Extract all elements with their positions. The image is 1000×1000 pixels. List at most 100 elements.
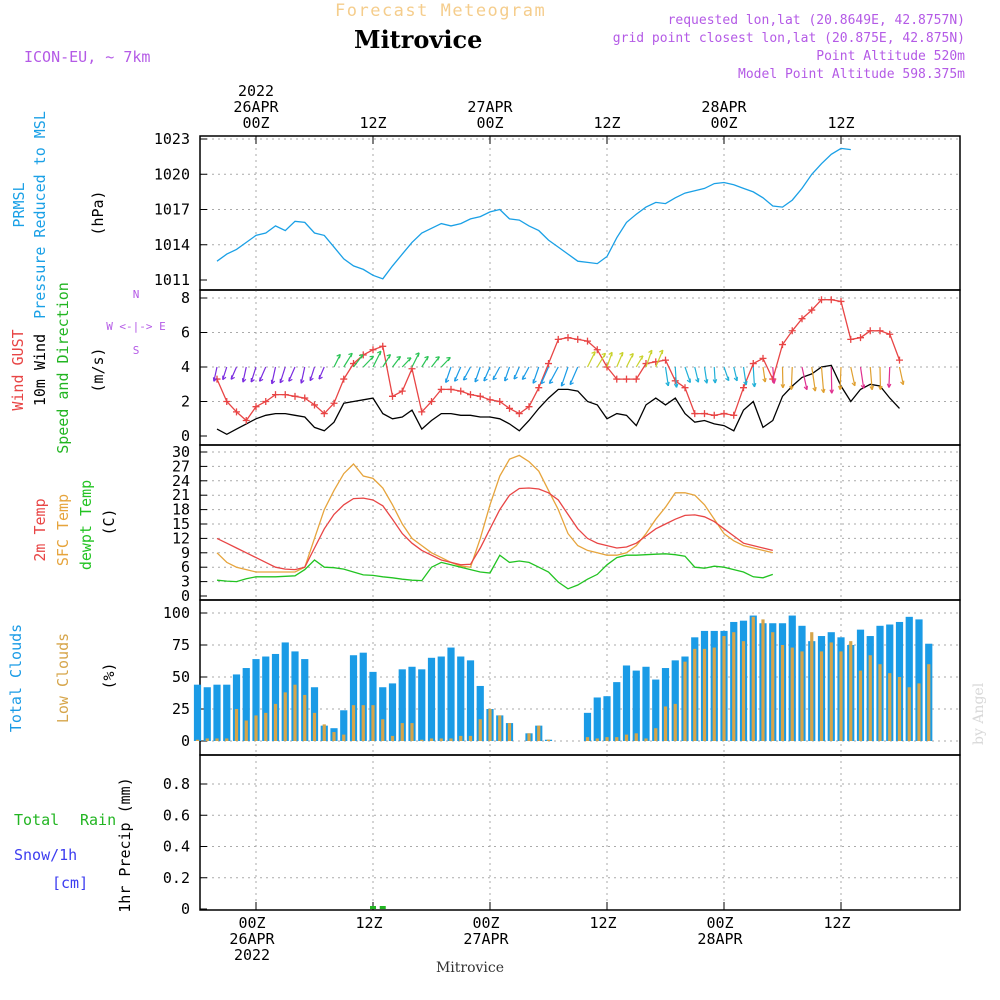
- precip-unit-label: 1hr Precip (mm): [116, 777, 134, 912]
- low-clouds-bar: [810, 632, 814, 741]
- total-clouds-bar: [242, 668, 250, 741]
- total-clouds-bar: [398, 669, 406, 741]
- panel-frame: [199, 444, 961, 601]
- wind-direction-arrowhead: [424, 355, 429, 361]
- low-clouds-bar: [342, 734, 346, 741]
- pressure-unit-label: (hPa): [89, 190, 107, 235]
- total-clouds-bar: [427, 657, 436, 741]
- wind-direction-arrow: [850, 366, 856, 386]
- temp-2m-label: 2m Temp: [31, 498, 49, 561]
- wind-direction-arrow: [250, 366, 257, 383]
- low-clouds-bar: [771, 632, 775, 741]
- wind-gust-line-marker: [340, 375, 348, 383]
- wind-direction-arrow: [540, 366, 550, 384]
- wind-gust-line-marker: [749, 360, 757, 368]
- y-tick-label: 1020: [154, 165, 190, 183]
- time-label-bottom: 12Z: [355, 914, 382, 932]
- total-clouds-bar: [223, 684, 231, 741]
- panel-frame: [199, 135, 961, 291]
- wind-direction-arrowhead: [762, 378, 767, 383]
- wind-gust-line-marker: [369, 346, 377, 354]
- y-tick-label: 21: [172, 486, 190, 504]
- time-label-top: 12Z: [359, 114, 386, 132]
- wind-direction-arrow: [655, 349, 664, 368]
- wind-direction-arrow: [474, 366, 481, 383]
- low-clouds-bar: [839, 651, 843, 741]
- wind-gust-line-marker: [486, 396, 494, 404]
- low-clouds-bar: [790, 647, 794, 741]
- compass-north: N: [133, 288, 140, 301]
- low-clouds-bar: [322, 724, 326, 741]
- low-clouds-bar: [888, 673, 892, 741]
- total-clouds-bar: [437, 656, 445, 741]
- low-clouds-bar: [634, 733, 638, 741]
- wind-direction-arrowhead: [601, 352, 607, 358]
- wind-direction-arrowhead: [453, 377, 459, 382]
- wind-gust-line-marker: [447, 385, 455, 393]
- wind-direction-arrowhead: [407, 357, 412, 362]
- wind-direction-arrow: [772, 366, 775, 384]
- wind-gust-line-marker: [379, 342, 387, 350]
- y-tick-label: 1017: [154, 201, 190, 219]
- wind-direction-arrowhead: [712, 379, 718, 384]
- wind-gust-line-marker: [720, 410, 728, 418]
- low-clouds-bar: [780, 645, 785, 741]
- wind-direction-arrow: [372, 350, 382, 368]
- wind-direction-arrow: [898, 366, 904, 385]
- wind-direction-arrowhead: [886, 383, 892, 388]
- wind-direction-arrowhead: [521, 375, 527, 380]
- total-clouds-bar: [232, 674, 241, 741]
- wind-direction-arrow: [830, 366, 833, 394]
- wind-direction-arrow: [859, 366, 865, 389]
- y-tick-label: 0: [181, 587, 190, 605]
- wind-unit-label: (m/s): [89, 347, 107, 392]
- low-clouds-bar: [673, 703, 677, 741]
- wind-direction-arrow: [820, 366, 825, 393]
- low-clouds-bar: [361, 705, 365, 741]
- low-clouds-bar: [615, 737, 619, 741]
- temp-unit-label: (C): [100, 508, 118, 535]
- time-label-top: 12Z: [827, 114, 854, 132]
- total-clouds-bar: [340, 710, 348, 741]
- y-tick-label: 6: [181, 324, 190, 342]
- low-clouds-bar: [478, 719, 482, 741]
- wind-direction-arrowhead: [629, 352, 634, 358]
- wind-direction-arrowhead: [869, 385, 874, 391]
- wind-direction-arrowhead: [300, 379, 305, 384]
- wind-direction-arrow: [684, 366, 691, 383]
- time-label-bottom: 00Z: [472, 914, 499, 932]
- low-clouds-bar: [215, 738, 219, 741]
- time-label-bottom: 27APR: [463, 930, 509, 948]
- wind-direction-arrowhead: [318, 375, 323, 380]
- wind-gust-line-marker: [564, 334, 572, 342]
- wind-gust-line-marker: [681, 384, 689, 392]
- precip-snow-label: Snow/1h: [14, 846, 77, 864]
- wind-gust-line-marker: [291, 392, 299, 400]
- wind-direction-arrow: [723, 366, 730, 381]
- wind-direction-arrowhead: [513, 375, 518, 380]
- wind-gust-line-marker: [535, 384, 543, 392]
- y-tick-label: 9: [181, 544, 190, 562]
- low-clouds-bar: [644, 738, 648, 741]
- wind-direction-arrowhead: [695, 378, 700, 383]
- pressure-line: [216, 147, 851, 280]
- time-label-bottom: 00Z: [706, 914, 733, 932]
- wind-gust-line-marker: [262, 398, 270, 405]
- low-clouds-bar: [741, 641, 746, 741]
- wind-direction-arrow: [309, 366, 316, 381]
- wind-direction-arrowhead: [540, 379, 546, 385]
- wind-gust-line-marker: [808, 306, 816, 314]
- low-clouds-bar: [819, 651, 824, 741]
- low-clouds-bar: [283, 692, 287, 741]
- wind-direction-arrowhead: [415, 352, 420, 357]
- wind-direction-arrow: [548, 366, 559, 384]
- wind-gust-line-marker: [876, 327, 884, 335]
- wind-gust-line-marker: [252, 403, 260, 411]
- wind-direction-arrowhead: [743, 380, 748, 386]
- wind-direction-arrow: [888, 366, 891, 388]
- y-tick-label: 1014: [154, 236, 190, 254]
- wind-direction-arrowhead: [751, 382, 757, 388]
- wind-direction-arrowhead: [279, 378, 284, 384]
- time-label-bottom: 12Z: [589, 914, 616, 932]
- low-clouds-bar: [829, 642, 833, 741]
